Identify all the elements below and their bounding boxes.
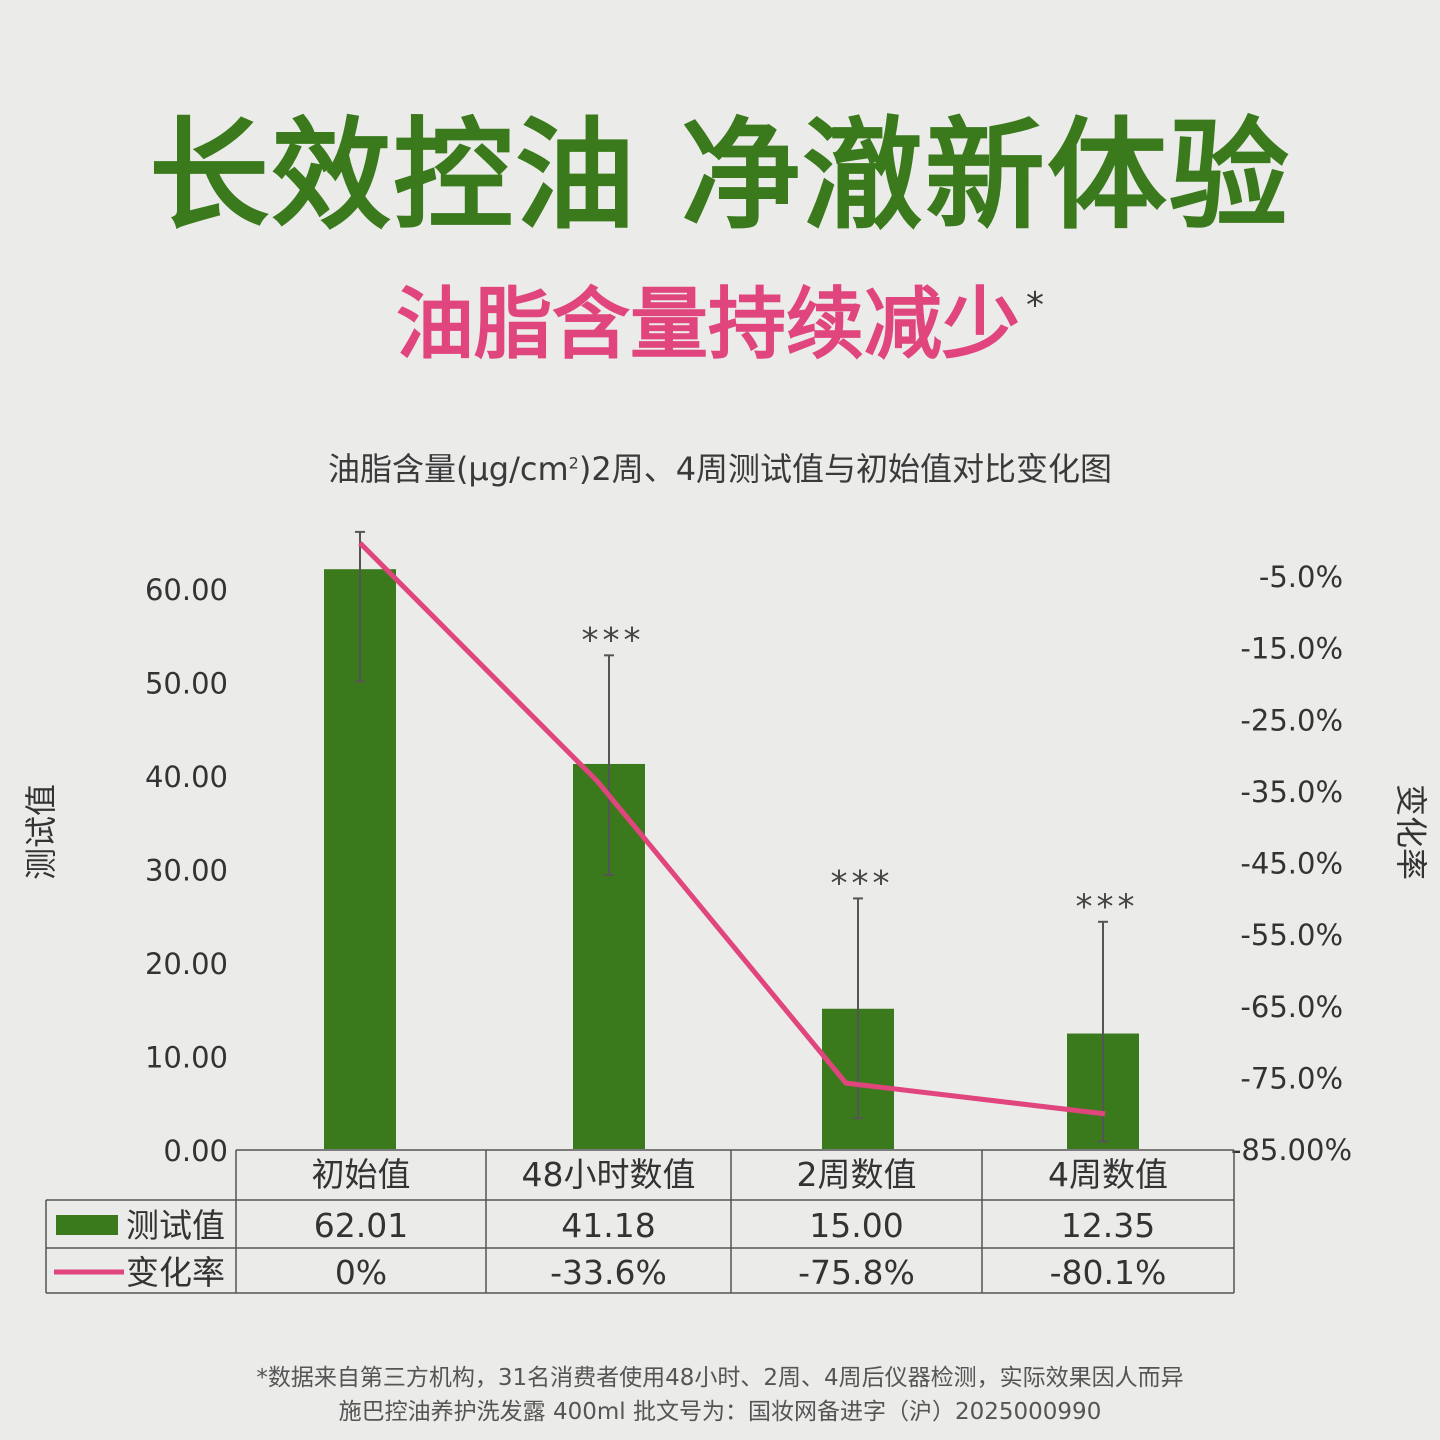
right-tick-label: -5.0% <box>1259 560 1343 594</box>
left-axis-label: 测试值 <box>22 784 60 880</box>
right-tick-label: -45.0% <box>1240 847 1343 881</box>
footnote-approval: 施巴控油养护洗发露 400ml 批文号为：国妆网备进字（沪）2025000990 <box>338 1399 1102 1425</box>
category-label-2: 48小时数值 <box>522 1155 696 1194</box>
left-tick-label: 30.00 <box>145 854 228 888</box>
table-cell-r1-c2: 41.18 <box>561 1206 655 1245</box>
table-cell-r1-c3: 15.00 <box>809 1206 903 1245</box>
significance-mark-2: *** <box>582 620 645 660</box>
table-cell-r2-c2: -33.6% <box>550 1253 667 1292</box>
right-tick-label: -65.0% <box>1240 990 1343 1024</box>
left-tick-label: 40.00 <box>145 760 228 794</box>
right-tick-label: -55.0% <box>1240 918 1343 952</box>
left-tick-label: 60.00 <box>145 573 228 607</box>
chart-title: 油脂含量(μg/cm2)2周、4周测试值与初始值对比变化图 <box>0 444 1440 490</box>
table-cell-r2-c4: -80.1% <box>1050 1253 1167 1292</box>
chart-title-main: 油脂含量(μg/cm <box>327 450 569 488</box>
table-row-label-1: 测试值 <box>126 1206 225 1245</box>
category-label-4: 4周数值 <box>1048 1155 1168 1194</box>
table-cell-r2-c1: 0% <box>335 1253 387 1292</box>
right-tick-label: -35.0% <box>1240 775 1343 809</box>
table-cell-r2-c3: -75.8% <box>798 1253 915 1292</box>
footnote-source: *数据来自第三方机构，31名消费者使用48小时、2周、4周后仪器检测，实际效果因… <box>256 1365 1184 1391</box>
left-tick-label: 10.00 <box>145 1041 228 1075</box>
subhead-asterisk: * <box>1026 285 1044 326</box>
category-label-1: 初始值 <box>312 1155 411 1194</box>
right-tick-label: -25.0% <box>1240 703 1343 737</box>
category-label-3: 2周数值 <box>797 1155 917 1194</box>
right-tick-label: -85.00% <box>1231 1133 1352 1167</box>
change-rate-line <box>358 541 1106 1117</box>
right-tick-label: -15.0% <box>1240 632 1343 666</box>
headline: 长效控油 净澈新体验 <box>149 107 1291 246</box>
chart-title-tail: )2周、4周测试值与初始值对比变化图 <box>578 450 1113 488</box>
significance-mark-4: *** <box>1076 887 1139 927</box>
left-tick-label: 20.00 <box>145 947 228 981</box>
chart-title-sup: 2 <box>568 453 579 473</box>
left-tick-label: 0.00 <box>163 1134 228 1168</box>
table-cell-r1-c4: 12.35 <box>1061 1206 1155 1245</box>
table-cell-r1-c1: 62.01 <box>314 1206 408 1245</box>
left-tick-label: 50.00 <box>145 667 228 701</box>
right-axis-label: 变化率 <box>1392 784 1430 880</box>
right-tick-label: -75.0% <box>1240 1061 1343 1095</box>
legend-bar-swatch <box>56 1215 118 1235</box>
subhead: 油脂含量持续减少 * <box>0 262 1440 374</box>
subhead-text: 油脂含量持续减少 <box>395 280 1020 370</box>
table-row-label-2: 变化率 <box>126 1253 225 1292</box>
significance-mark-3: *** <box>831 863 894 903</box>
